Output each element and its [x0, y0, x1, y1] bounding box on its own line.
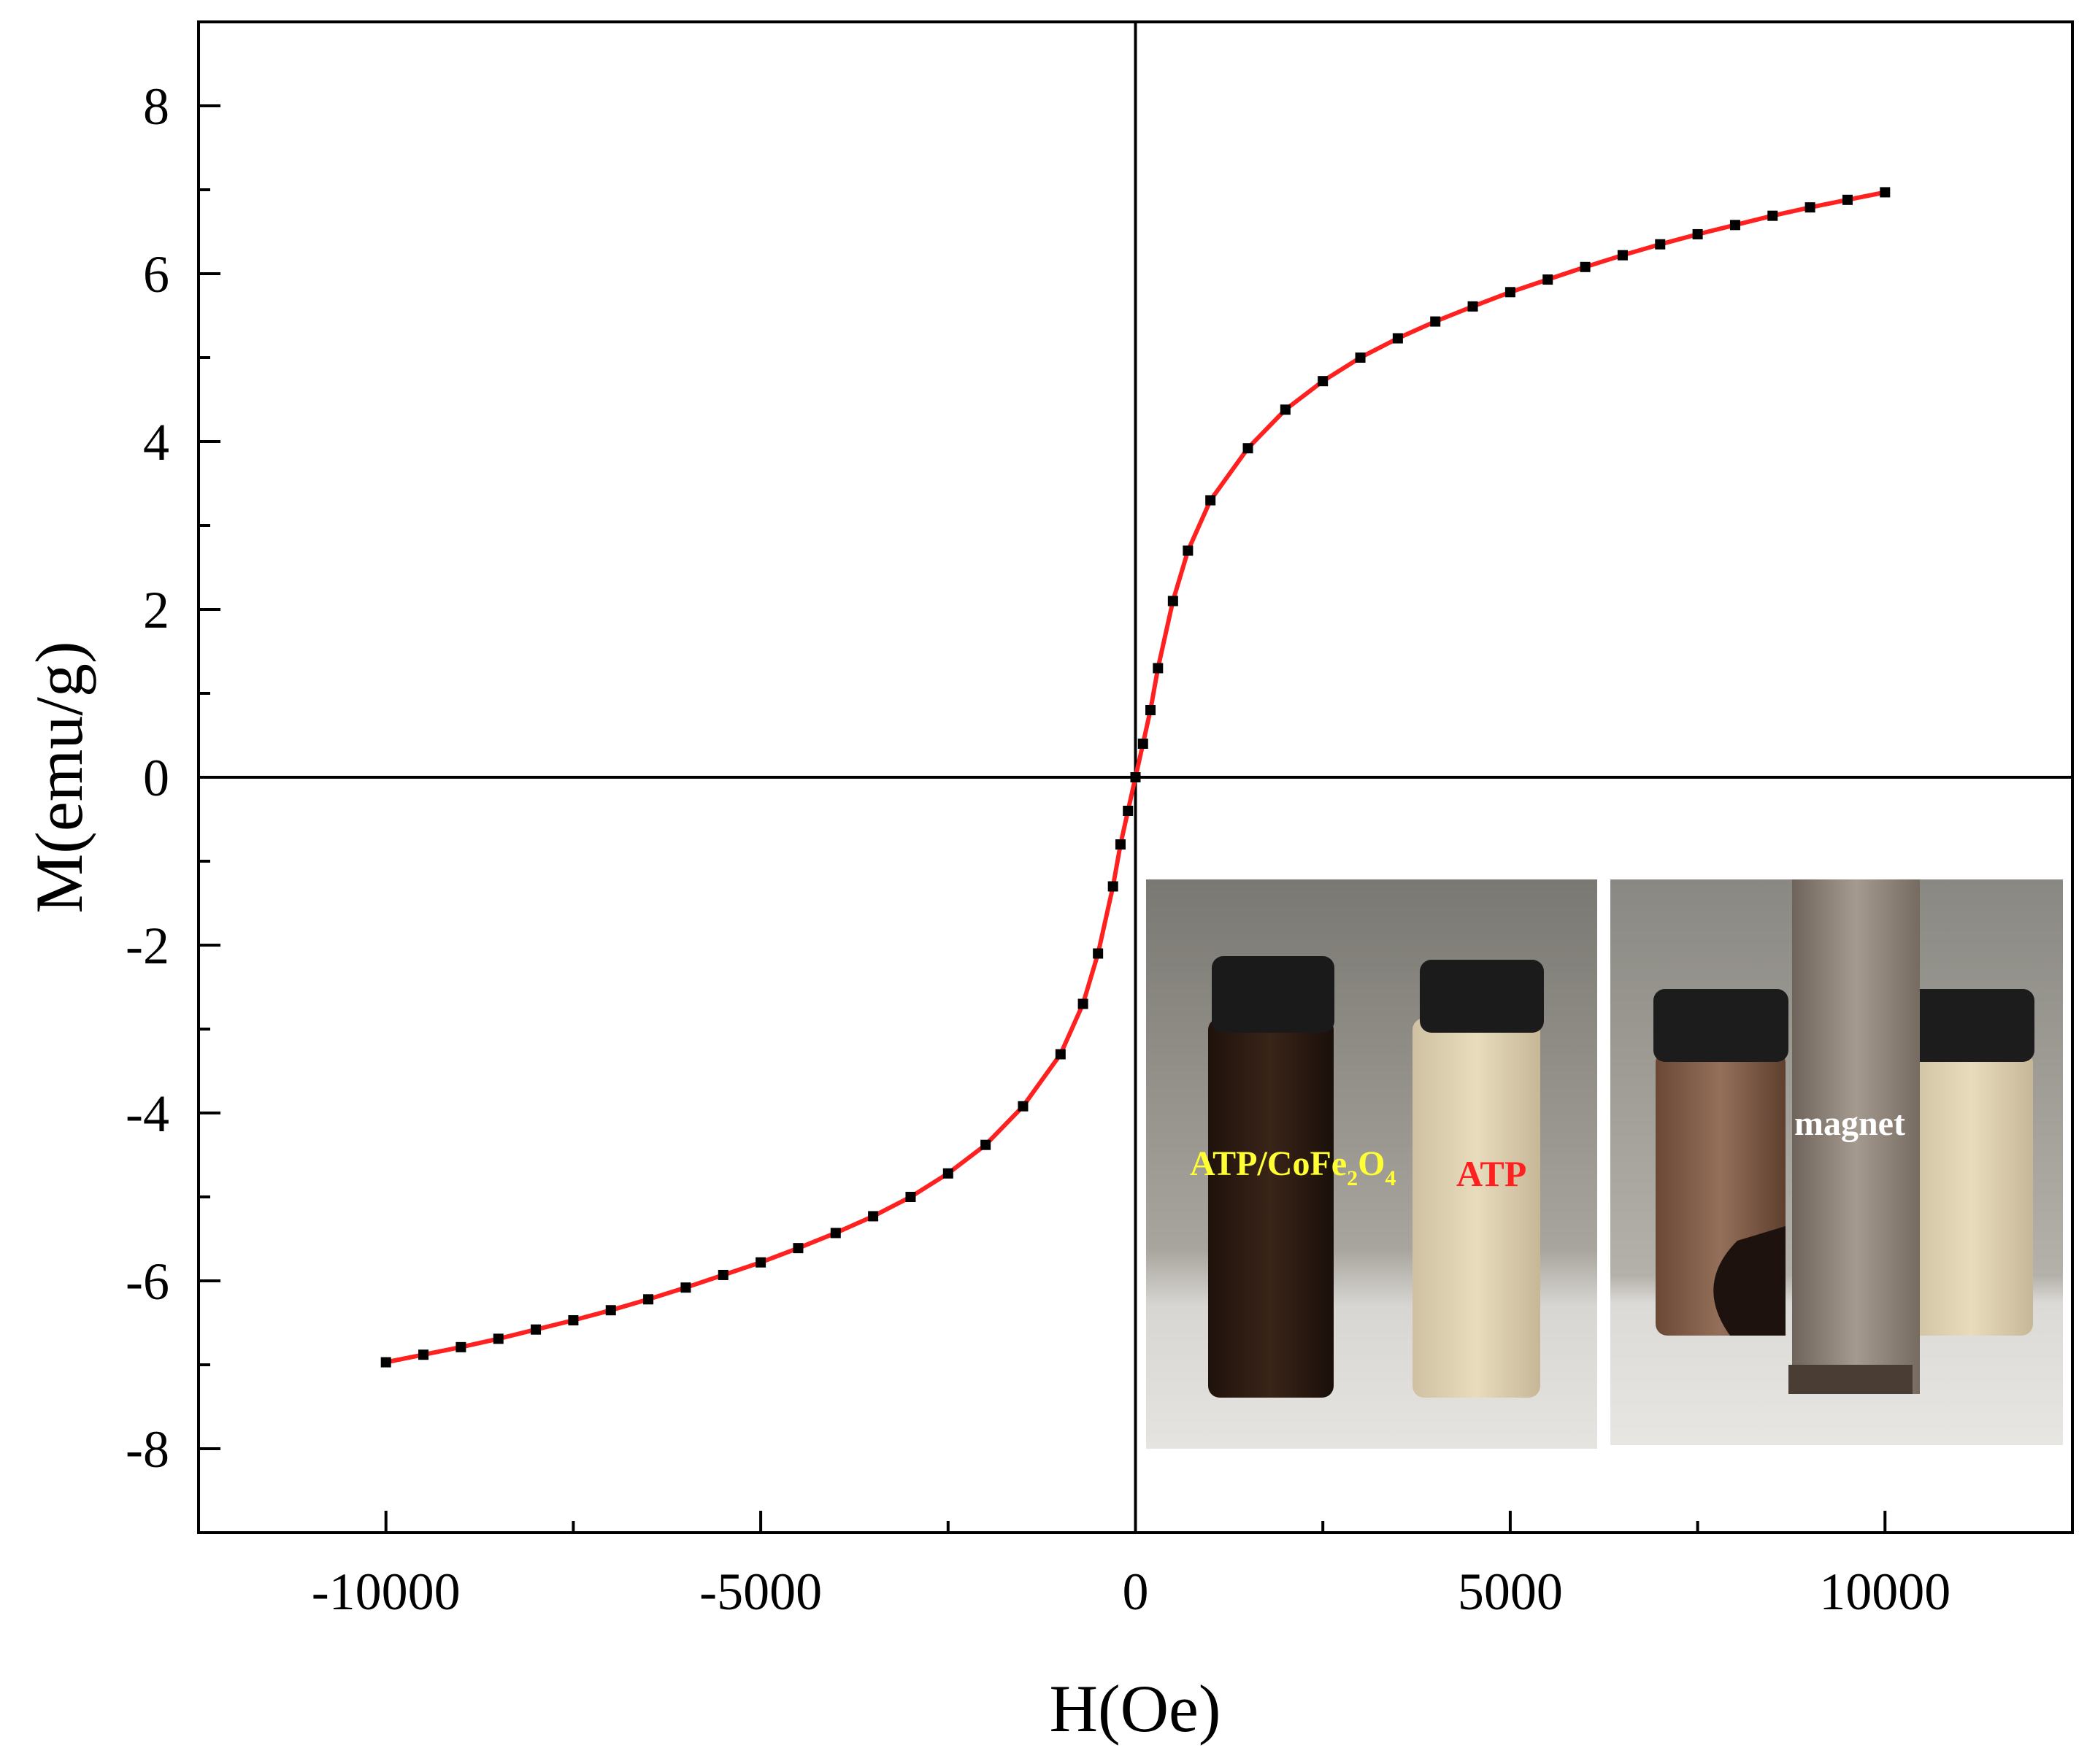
x-axis-title: H(Oe) — [1050, 1671, 1221, 1746]
data-point — [1318, 376, 1329, 387]
data-point — [680, 1282, 691, 1293]
data-point — [1767, 210, 1778, 221]
magnet-bar — [1792, 879, 1920, 1394]
data-point — [1467, 301, 1478, 312]
data-point — [605, 1305, 616, 1316]
inset-photo-vials: ATP/CoFe2O4 ATP — [1146, 879, 1597, 1449]
data-point — [1392, 333, 1403, 344]
data-point — [1280, 404, 1291, 415]
y-tick-label: 8 — [143, 77, 169, 136]
y-tick-label: -2 — [126, 917, 169, 975]
atp-label: ATP — [1456, 1153, 1526, 1194]
composite-vial — [1208, 1018, 1334, 1398]
data-point — [1580, 261, 1591, 272]
data-point — [1655, 239, 1666, 250]
data-point — [1430, 316, 1441, 327]
data-point — [1804, 202, 1815, 213]
y-axis-ticks: -8 -6 -4 -2 0 2 4 6 8 — [126, 77, 220, 1479]
data-point — [1018, 1101, 1029, 1112]
x-tick-label: 10000 — [1819, 1563, 1950, 1621]
data-point — [1692, 228, 1703, 239]
data-point — [1504, 287, 1515, 298]
series-markers — [380, 187, 1891, 1368]
y-tick-label: 6 — [143, 245, 169, 304]
data-point — [1123, 806, 1134, 816]
control-vial — [1909, 1051, 2033, 1336]
data-point — [568, 1315, 579, 1326]
y-tick-label: -6 — [126, 1252, 169, 1311]
data-point — [1205, 495, 1216, 506]
data-point — [793, 1243, 804, 1254]
data-point — [905, 1192, 916, 1202]
data-point — [643, 1294, 654, 1305]
data-point — [942, 1168, 953, 1179]
data-point — [493, 1333, 504, 1344]
x-axis-ticks: -10000 -5000 0 5000 10000 — [312, 1511, 1950, 1621]
atp-vial — [1413, 1018, 1540, 1398]
y-axis-title: M(emu/g) — [22, 641, 96, 913]
x-tick-label: 5000 — [1458, 1563, 1563, 1621]
data-point — [980, 1139, 991, 1150]
data-point — [380, 1357, 391, 1368]
y-tick-label: 0 — [143, 749, 169, 807]
magnet-label: magnet — [1794, 1104, 1905, 1143]
data-point — [1153, 663, 1164, 674]
data-point — [868, 1211, 879, 1222]
data-point — [1183, 545, 1194, 556]
y-tick-label: -4 — [126, 1085, 169, 1143]
y-tick-label: 2 — [143, 581, 169, 639]
data-point — [1242, 443, 1253, 454]
data-point — [718, 1269, 729, 1280]
data-point — [1167, 596, 1178, 606]
x-tick-label: -10000 — [312, 1563, 461, 1621]
data-point — [1542, 274, 1553, 285]
data-point — [1115, 839, 1126, 850]
data-point — [756, 1257, 766, 1268]
composite-label: ATP/CoFe2O4 — [1190, 1144, 1396, 1190]
data-point — [1107, 881, 1118, 892]
y-tick-label: 4 — [143, 413, 169, 471]
data-point — [1137, 739, 1148, 749]
data-point — [1130, 772, 1141, 782]
data-point — [456, 1341, 466, 1352]
x-tick-label: 0 — [1123, 1563, 1149, 1621]
data-point — [1729, 220, 1740, 231]
data-point — [830, 1228, 841, 1239]
inset-photos: ATP/CoFe2O4 ATP magnet — [1146, 879, 2063, 1449]
data-point — [1842, 194, 1853, 205]
data-point — [1055, 1049, 1066, 1060]
data-point — [531, 1324, 542, 1335]
x-tick-label: -5000 — [699, 1563, 822, 1621]
data-point — [1355, 353, 1366, 363]
data-point — [1880, 187, 1891, 198]
data-point — [1093, 948, 1104, 959]
y-tick-label: -8 — [126, 1420, 169, 1479]
data-point — [1617, 250, 1628, 261]
inset-photo-magnet: magnet — [1610, 879, 2063, 1445]
data-point — [1077, 998, 1088, 1009]
data-point — [418, 1349, 429, 1360]
data-point — [1145, 705, 1156, 715]
